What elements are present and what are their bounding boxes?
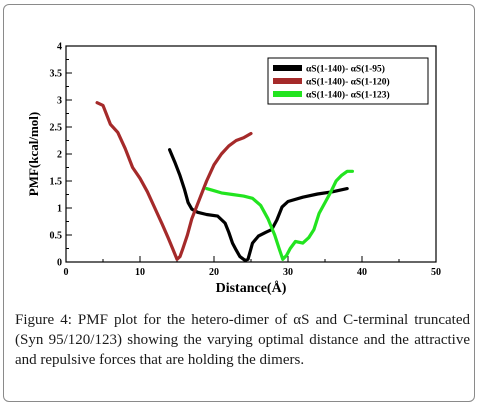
x-tick-label: 40: [357, 267, 367, 278]
x-tick-label: 30: [283, 267, 293, 278]
caption-label: Figure 4:: [15, 312, 72, 328]
chart-legend: αS(1-140)- αS(1-95) αS(1-140)- αS(1-120) α…: [267, 57, 429, 105]
x-tick-label: 20: [209, 267, 219, 278]
y-axis-label: PMF(kcal/mol): [26, 112, 41, 196]
y-tick-label: 0: [57, 258, 62, 269]
y-tick-label: 2.5: [50, 123, 63, 134]
caption-text: PMF plot for the hetero-dimer of αS and …: [15, 312, 470, 368]
y-tick-label: 4: [57, 42, 62, 53]
y-tick-label: 1.5: [50, 177, 63, 188]
pmf-chart: 0 10 20 30 40 50 0 0.5 1 1.5 2 2.5 3 3.5 4 Distance(Å) P…: [26, 42, 441, 297]
y-tick-label: 3: [57, 96, 62, 107]
figure-caption: Figure 4: PMF plot for the hetero-dimer …: [15, 310, 470, 370]
x-tick-label: 10: [135, 267, 145, 278]
legend-label-1: αS(1-140)- αS(1-95): [306, 64, 385, 75]
series-line-1: [168, 148, 349, 262]
x-axis-label: Distance(Å): [216, 280, 287, 296]
series-line-3: [205, 169, 354, 261]
y-tick-label: 2: [57, 150, 62, 161]
y-tick-label: 3.5: [50, 69, 63, 80]
chart-series: [95, 101, 354, 262]
y-tick-label: 0.5: [50, 231, 63, 242]
legend-label-2: αS(1-140)- αS(1-120): [306, 77, 390, 88]
series-line-2: [95, 101, 253, 261]
x-tick-label: 50: [431, 267, 441, 278]
y-tick-label: 1: [57, 204, 62, 215]
x-tick-label: 0: [64, 267, 69, 278]
chart-axes: 0 10 20 30 40 50 0 0.5 1 1.5 2 2.5 3 3.5 4 Distance(Å) P…: [26, 42, 441, 297]
legend-label-3: αS(1-140)- αS(1-123): [306, 90, 390, 101]
